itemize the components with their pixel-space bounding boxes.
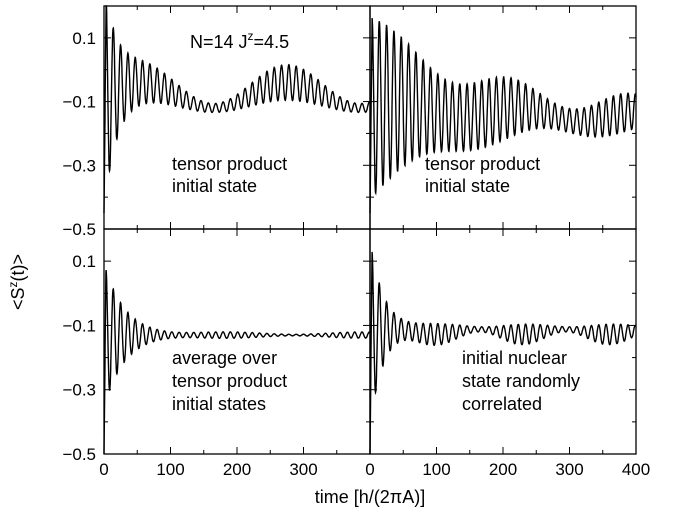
y-tick-label: −0.3 [62,381,96,400]
x-tick-label: 300 [555,460,583,479]
panel-annotation-line: initial states [172,394,266,414]
y-axis-title-main: <S [8,287,28,310]
panel-annotation-line: average over [172,348,277,368]
panel-annotation-line: tensor product [172,154,287,174]
x-tick-label: 100 [422,460,450,479]
panel-annotation-line: initial state [425,176,510,196]
panel-annotation-line: tensor product [172,371,287,391]
x-tick-label: 400 [622,460,650,479]
panel-bottom-right: 0 100 200 300 400 initial nuclear state random… [365,228,650,479]
y-tick-label: −0.1 [62,316,96,335]
x-tick-label: 100 [156,460,184,479]
panel-annotation-line: initial nuclear [462,348,567,368]
panel-annotation-line: state randomly [462,371,580,391]
y-tick-label: −0.3 [62,156,96,175]
panel-title-tail: =4.5 [254,32,290,52]
series-line [103,5,371,214]
panel-annotation-line: correlated [462,394,542,414]
series-line [103,269,371,455]
y-tick-label: 0.1 [72,252,96,271]
y-tick-label: −0.1 [62,93,96,112]
series-line [369,251,637,455]
x-tick-label: 0 [99,460,108,479]
x-tick-label: 0 [365,460,374,479]
panel-annotation-line: tensor product [425,154,540,174]
y-axis-title: <Sz(t)> [6,254,28,310]
panel-frame [103,228,371,455]
panel-top-left: 0.1 −0.1 −0.3 −0.5 N=14 Jz=4.5 tensor product… [62,5,371,239]
y-axis-title-tail: (t)> [8,254,28,282]
x-axis-title: time [h/(2πA)] [315,487,425,507]
x-tick-label: 300 [289,460,317,479]
y-tick-label: −0.5 [62,220,96,239]
y-tick-label: −0.5 [62,445,96,464]
panel-title-sup: z [248,29,254,43]
panel-annotation-line: initial state [172,176,257,196]
panel-title: N=14 Jz=4.5 [190,29,289,52]
panels: 0.1 −0.1 −0.3 −0.5 N=14 Jz=4.5 tensor product… [62,5,650,479]
y-axis-title-sup: z [6,281,20,287]
x-tick-label: 200 [489,460,517,479]
series-line [369,18,637,214]
panel-title-main: N=14 J [190,32,248,52]
x-tick-label: 200 [223,460,251,479]
y-tick-label: 0.1 [72,29,96,48]
